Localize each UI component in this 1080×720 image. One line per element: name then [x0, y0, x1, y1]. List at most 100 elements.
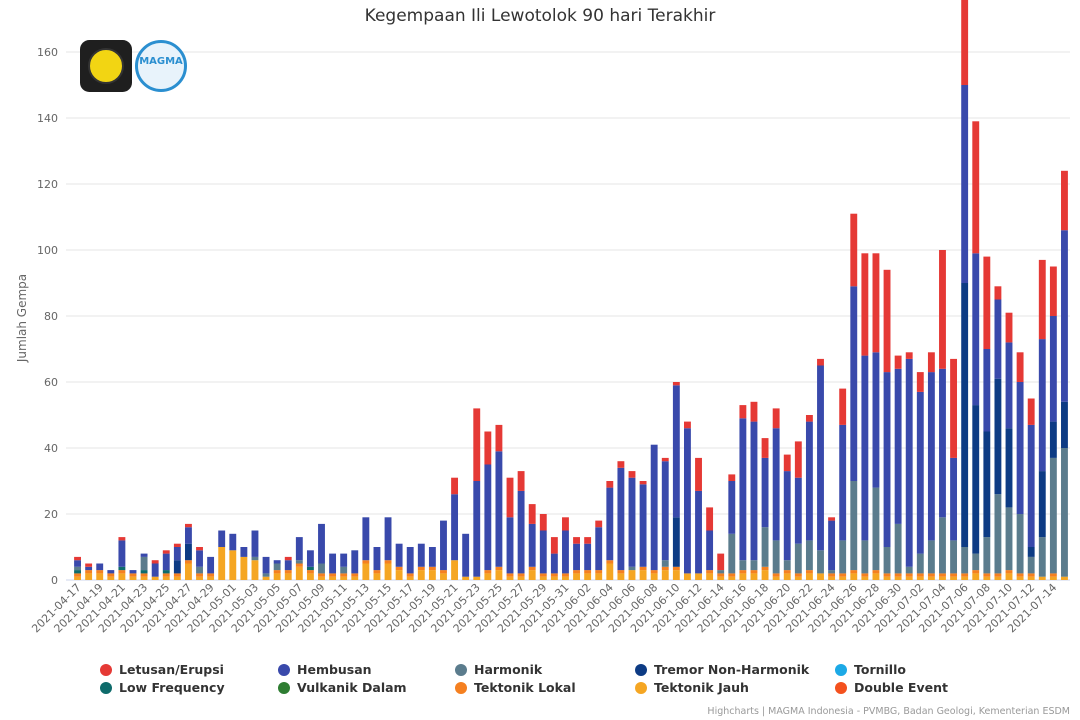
bar-segment-letusan-erupsi[interactable] [994, 286, 1002, 300]
bar-segment-hembusan[interactable] [905, 358, 913, 567]
bar-segment-hembusan[interactable] [850, 286, 858, 481]
bar-segment-letusan-erupsi[interactable] [905, 352, 913, 359]
bar-segment-tektonik-jauh[interactable] [185, 563, 192, 581]
bar-segment-letusan-erupsi[interactable] [628, 471, 636, 478]
bar-segment-tektonik-lokal[interactable] [905, 573, 913, 577]
bar-segment-tektonik-jauh[interactable] [96, 573, 104, 580]
bar-segment-hembusan[interactable] [428, 547, 436, 567]
bar-segment-hembusan[interactable] [617, 467, 625, 571]
bar-segment-hembusan[interactable] [495, 451, 503, 567]
bar-segment-harmonik[interactable] [196, 566, 203, 574]
bar-segment-tektonik-jauh[interactable] [440, 573, 447, 580]
bar-segment-tektonik-jauh[interactable] [772, 576, 780, 580]
bar-segment-tektonik-lokal[interactable] [85, 570, 93, 574]
bar-segment-letusan-erupsi[interactable] [173, 543, 181, 547]
bar-segment-tektonik-lokal[interactable] [916, 573, 924, 577]
bar-segment-harmonik[interactable] [839, 540, 847, 574]
bar-segment-tektonik-lokal[interactable] [528, 566, 536, 571]
bar-segment-tektonik-lokal[interactable] [1027, 573, 1035, 577]
bar-segment-tremor-non-harmonik[interactable] [983, 431, 991, 538]
bar-segment-tektonik-lokal[interactable] [351, 573, 359, 577]
bar-segment-hembusan[interactable] [284, 560, 292, 571]
bar-segment-hembusan[interactable] [894, 368, 902, 524]
bar-segment-letusan-erupsi[interactable] [950, 358, 958, 458]
bar-segment-hembusan[interactable] [983, 349, 991, 432]
bar-segment-harmonik[interactable] [927, 540, 935, 574]
bar-segment-tektonik-jauh[interactable] [1016, 576, 1024, 580]
bar-segment-hembusan[interactable] [340, 553, 348, 567]
bar-segment-tektonik-lokal[interactable] [739, 570, 747, 574]
bar-segment-tektonik-jauh[interactable] [817, 573, 824, 580]
bar-segment-letusan-erupsi[interactable] [1005, 312, 1013, 343]
bar-segment-tektonik-jauh[interactable] [528, 570, 536, 580]
bar-segment-tektonik-lokal[interactable] [839, 573, 847, 577]
bar-segment-harmonik[interactable] [628, 566, 636, 571]
bar-segment-tektonik-lokal[interactable] [96, 570, 104, 574]
bar-segment-letusan-erupsi[interactable] [74, 556, 81, 561]
bar-segment-hembusan[interactable] [484, 464, 492, 571]
bar-segment-tektonik-jauh[interactable] [262, 576, 270, 580]
bar-segment-tektonik-lokal[interactable] [617, 570, 625, 574]
legend-item[interactable]: Tektonik Jauh [635, 680, 749, 695]
bar-segment-low-frequency[interactable] [74, 570, 81, 574]
bar-segment-tremor-non-harmonik[interactable] [672, 517, 680, 567]
bar-segment-letusan-erupsi[interactable] [573, 537, 580, 544]
bar-segment-hembusan[interactable] [994, 299, 1002, 379]
bar-segment-tektonik-jauh[interactable] [661, 570, 669, 580]
bar-segment-harmonik[interactable] [295, 560, 303, 564]
bar-segment-hembusan[interactable] [550, 553, 558, 574]
bar-segment-tektonik-lokal[interactable] [207, 573, 215, 577]
bar-segment-hembusan[interactable] [140, 553, 148, 557]
bar-segment-harmonik[interactable] [750, 560, 758, 571]
bar-segment-tektonik-lokal[interactable] [850, 570, 858, 574]
bar-segment-letusan-erupsi[interactable] [606, 481, 614, 488]
bar-segment-harmonik[interactable] [972, 553, 980, 571]
bar-segment-tektonik-jauh[interactable] [1027, 576, 1035, 580]
bar-segment-tektonik-jauh[interactable] [617, 573, 625, 580]
bar-segment-harmonik[interactable] [318, 563, 325, 574]
bar-segment-tremor-non-harmonik[interactable] [1038, 471, 1046, 538]
bar-segment-harmonik[interactable] [761, 527, 769, 567]
bar-segment-harmonik[interactable] [828, 570, 836, 574]
bar-segment-tektonik-lokal[interactable] [661, 566, 669, 571]
legend-item[interactable]: Tornillo [835, 662, 906, 677]
bar-segment-tektonik-jauh[interactable] [251, 560, 259, 580]
bar-segment-low-frequency[interactable] [162, 570, 170, 574]
bar-segment-harmonik[interactable] [262, 573, 270, 577]
bar-segment-hembusan[interactable] [473, 481, 481, 577]
bar-segment-harmonik[interactable] [983, 537, 991, 574]
bar-segment-hembusan[interactable] [306, 550, 314, 567]
bar-segment-tektonik-jauh[interactable] [562, 576, 569, 580]
bar-segment-harmonik[interactable] [661, 560, 669, 567]
bar-segment-letusan-erupsi[interactable] [717, 553, 725, 571]
bar-segment-harmonik[interactable] [739, 560, 747, 571]
bar-segment-tektonik-lokal[interactable] [894, 573, 902, 577]
bar-segment-harmonik[interactable] [251, 556, 259, 561]
bar-segment-tektonik-lokal[interactable] [506, 573, 514, 577]
bar-segment-tektonik-jauh[interactable] [406, 576, 414, 580]
bar-segment-tektonik-jauh[interactable] [672, 570, 680, 580]
bar-segment-letusan-erupsi[interactable] [706, 507, 714, 531]
bar-segment-tektonik-lokal[interactable] [550, 573, 558, 577]
bar-segment-hembusan[interactable] [395, 543, 403, 567]
bar-segment-tektonik-jauh[interactable] [628, 570, 636, 580]
bar-segment-hembusan[interactable] [118, 540, 126, 567]
bar-segment-hembusan[interactable] [595, 527, 603, 571]
bar-segment-tektonik-lokal[interactable] [872, 570, 880, 574]
bar-segment-letusan-erupsi[interactable] [983, 256, 991, 349]
bar-segment-tektonik-jauh[interactable] [983, 576, 991, 580]
bar-segment-harmonik[interactable] [872, 487, 880, 571]
bar-segment-tektonik-jauh[interactable] [650, 573, 658, 580]
bar-segment-tektonik-jauh[interactable] [151, 576, 159, 580]
bar-segment-hembusan[interactable] [916, 391, 924, 554]
bar-segment-letusan-erupsi[interactable] [828, 517, 836, 521]
bar-segment-hembusan[interactable] [318, 523, 325, 564]
bar-segment-letusan-erupsi[interactable] [728, 474, 736, 481]
bar-segment-tektonik-jauh[interactable] [284, 573, 292, 580]
bar-segment-letusan-erupsi[interactable] [672, 382, 680, 386]
bar-segment-tektonik-jauh[interactable] [595, 573, 603, 580]
bar-segment-hembusan[interactable] [695, 490, 702, 574]
bar-segment-tektonik-jauh[interactable] [173, 576, 181, 580]
bar-segment-hembusan[interactable] [196, 550, 203, 567]
bar-segment-tektonik-lokal[interactable] [185, 560, 192, 564]
